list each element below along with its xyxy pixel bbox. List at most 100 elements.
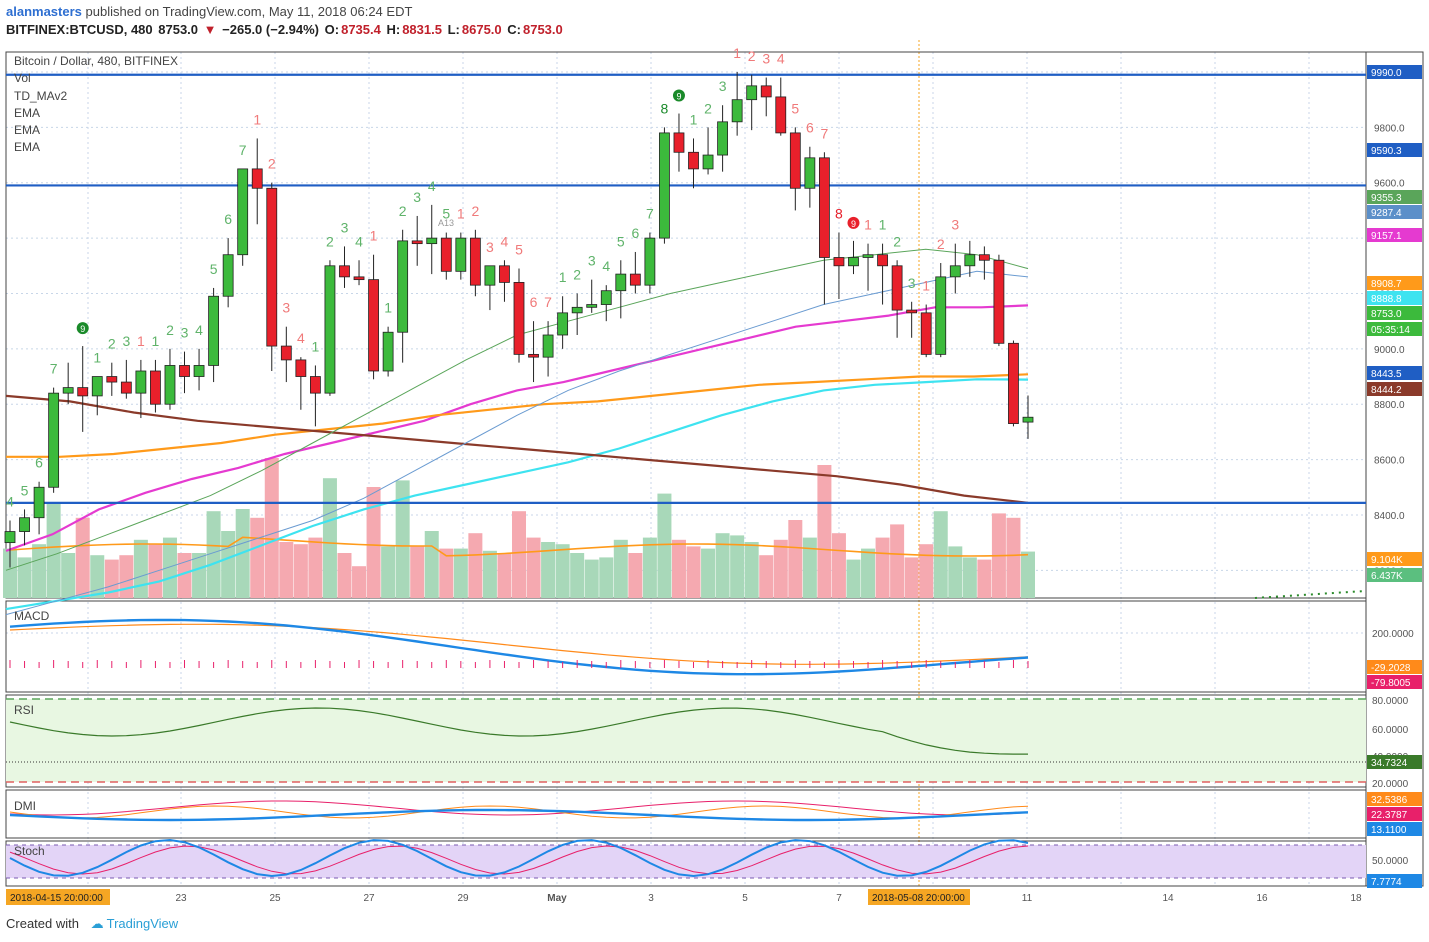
high-label: H: [386,22,401,37]
volume-bar [526,537,541,598]
td-count-label: 1 [384,300,392,316]
td-count-label: 3 [719,78,727,94]
td-count-label: 3 [282,300,290,316]
volume-bar [17,557,32,598]
td-count-label: 4 [501,233,509,249]
chart-title: Bitcoin / Dollar, 480, BITFINEX [14,54,178,68]
td-count-label: 8 [661,100,669,116]
candle-body [339,265,350,278]
td-count-label: 3 [341,219,349,235]
adx-line [9,808,1029,822]
td-count-label: 7 [821,125,829,141]
td-count-label: 2 [166,322,174,338]
dmi-label: 22.3787 [1371,810,1408,821]
volume-bar [919,544,934,598]
volume-bar [657,493,672,598]
td-count-label: 6 [224,211,232,227]
candle-body [150,370,161,405]
rsi-label: RSI [14,703,34,717]
tradingview-logo-icon[interactable]: ☁ [90,916,104,931]
dmi-label: 32.5386 [1371,795,1408,806]
volume-bar [555,544,570,598]
volume-bar [162,537,177,598]
volume-bar [410,546,425,598]
rsi-line [9,707,1028,755]
price-label: 9157.1 [1371,231,1402,242]
candle-body [819,157,830,258]
volume-bar [788,520,803,598]
candle-body [91,376,103,397]
last-price: 8753.0 [158,22,199,37]
td-count-label: 1 [93,350,101,366]
volume-bar [541,542,556,598]
left-date-label: 2018-04-15 20:00:00 [10,893,103,904]
td-count-label: 3 [413,189,421,205]
volume-bar [366,487,381,598]
projection-line [1254,590,1366,599]
candle-body [382,331,394,372]
legend-ema-3: EMA [14,140,40,154]
time-tick: 29 [457,893,469,904]
td-count-label: 5 [791,100,799,116]
volume-bar [468,533,483,598]
rsi-tick: 60.0000 [1372,725,1409,736]
author-name[interactable]: alanmasters [6,4,82,19]
td-count-label: 2 [573,266,581,282]
legend-tdmav2: TD_MAv2 [14,89,67,103]
candle-body [295,359,307,377]
candle-body [600,290,612,305]
candle-body [615,273,627,292]
candle-body [222,254,234,297]
td-count-label: 6 [631,225,639,241]
volume-bar [90,555,105,598]
candle-body [964,254,976,267]
low-value: 8675.0 [461,22,502,37]
td-nine-marker [672,89,685,102]
candle-body [440,237,452,272]
td-count-label: 1 [864,217,872,233]
volume-bar [948,546,963,598]
td-count-label: 1 [152,333,160,349]
volume-bar [512,511,526,598]
volume-bar [221,531,236,598]
volume-bar [642,537,657,598]
volume-bar [1021,551,1035,598]
candle-body [760,85,772,98]
candle-body [193,365,205,377]
td-count-label: 7 [646,206,654,222]
candle-body [848,257,859,267]
td-count-label: 3 [122,333,130,349]
price-label: 9990.0 [1371,68,1402,79]
volume-bar [206,511,221,598]
td-count-label: 2 [893,233,901,249]
candle-body [426,237,438,245]
rsi-label-bg [1367,755,1422,769]
time-tick: May [547,893,567,904]
volume-bar [497,553,512,598]
volume-bar [250,517,265,598]
td-count-label: 2 [326,233,334,249]
candle-body [920,312,932,355]
td-count-label: 6 [530,294,538,310]
macd-label: -29.2028 [1371,663,1411,674]
tradingview-brand[interactable]: TradingView [106,916,179,931]
ema-line-1 [5,304,1029,552]
volume-bar [337,553,352,598]
symbol-label: BITFINEX:BTCUSD, 480 [6,22,153,37]
price-label-bg [1367,65,1422,79]
candle-body [906,309,918,314]
close-label: C: [507,22,521,37]
stoch-label-bg [1367,874,1422,888]
volume-bar [104,559,119,598]
legend-ema-1: EMA [14,106,40,120]
volume-bar [279,542,294,598]
ema-line-3 [5,378,1029,611]
price-label: 05:35:14 [1371,325,1410,336]
volume-bars [3,458,1035,598]
candle-body [571,306,583,314]
dmi-label: DMI [14,799,36,813]
candle-body [135,370,147,394]
volume-bar [744,542,759,598]
stoch-d-line [9,845,1029,875]
